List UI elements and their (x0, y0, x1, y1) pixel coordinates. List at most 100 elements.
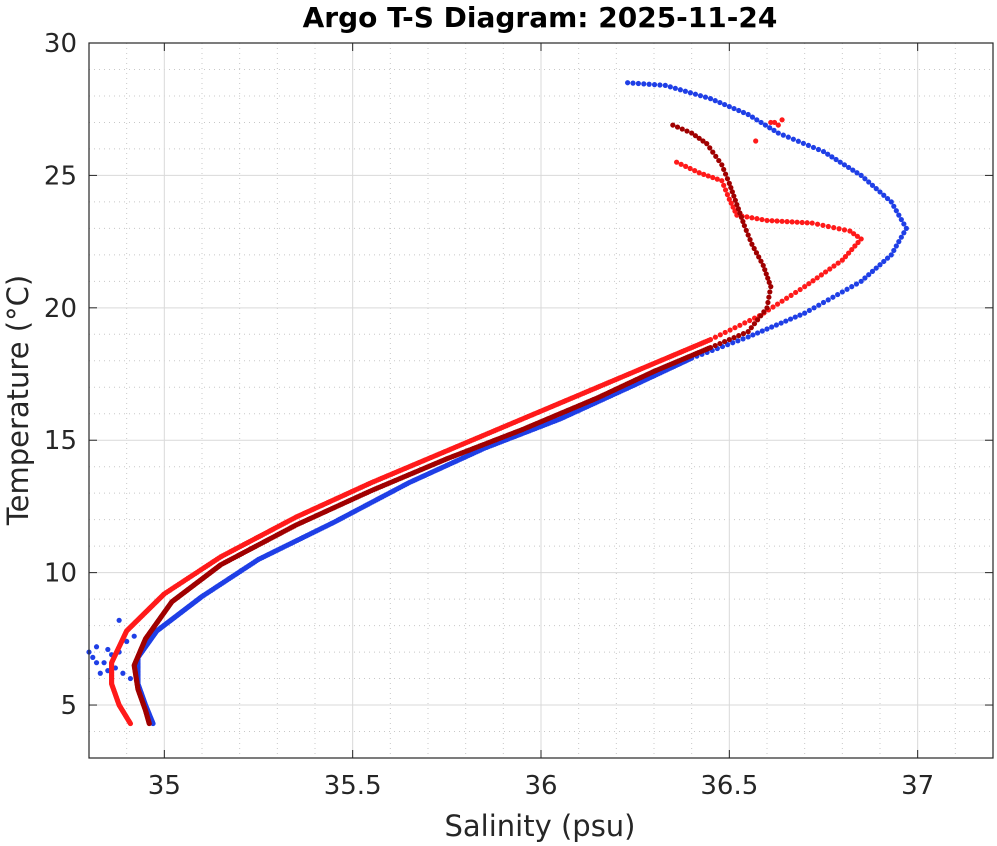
data-point (105, 646, 111, 653)
data-point (873, 186, 879, 192)
data-point (869, 268, 876, 274)
data-point (674, 159, 680, 165)
x-axis-ticks: 35 35.5 36 36.5 37 (148, 43, 934, 801)
data-point (881, 258, 887, 265)
data-point (120, 670, 126, 676)
data-point (722, 338, 728, 345)
data-point (825, 223, 831, 230)
data-point (841, 227, 848, 233)
data-point (641, 81, 647, 87)
data-point (773, 322, 780, 328)
data-point (745, 334, 751, 340)
data-point (731, 193, 737, 199)
data-point (768, 119, 774, 126)
data-point (881, 192, 887, 198)
y-tick-label: 25 (44, 161, 77, 191)
data-point (827, 266, 833, 272)
data-point (737, 210, 743, 216)
data-point (758, 258, 764, 264)
data-point (743, 227, 749, 233)
data-point (800, 140, 807, 146)
y-tick-label: 30 (44, 29, 77, 59)
data-point (741, 223, 748, 229)
data-point (667, 84, 673, 90)
data-point (670, 122, 676, 128)
data-point (822, 269, 829, 275)
data-point (732, 197, 738, 203)
data-point (778, 320, 784, 326)
data-point (877, 189, 883, 195)
data-point (749, 215, 755, 221)
data-point (765, 275, 771, 281)
data-point (745, 329, 751, 335)
data-point (901, 230, 907, 236)
data-point (869, 182, 876, 188)
data-point (839, 289, 845, 295)
data-point (779, 298, 785, 304)
data-point (730, 204, 736, 210)
data-point (712, 342, 718, 349)
data-point (780, 132, 786, 138)
data-point (788, 292, 794, 298)
data-point (734, 201, 740, 208)
data-point (797, 312, 803, 318)
data-point (724, 176, 731, 182)
data-point (722, 171, 729, 177)
data-point (714, 176, 720, 182)
data-point (721, 182, 727, 188)
data-point (768, 284, 774, 290)
data-point (891, 247, 897, 254)
data-point (93, 660, 100, 666)
data-point (841, 162, 848, 168)
data-point (719, 162, 725, 168)
x-axis-label: Salinity (psu) (444, 809, 635, 843)
data-point (805, 142, 812, 148)
data-point (662, 82, 668, 88)
data-point (858, 278, 864, 284)
data-point (651, 82, 658, 88)
data-point (802, 310, 808, 316)
y-axis-ticks: 5 10 15 20 25 30 (44, 29, 993, 721)
data-point (846, 250, 852, 256)
data-point (717, 99, 723, 106)
data-point (767, 125, 773, 131)
data-point (814, 275, 820, 281)
y-axis-label: Temperature (°C) (1, 275, 35, 526)
data-point (793, 289, 799, 296)
data-point (783, 295, 790, 301)
data-point (764, 326, 770, 332)
data-point (749, 114, 756, 120)
data-point (767, 289, 773, 295)
data-point (873, 265, 879, 271)
data-point (884, 255, 891, 261)
data-point (842, 254, 849, 260)
data-point (127, 720, 134, 727)
data-point (740, 331, 747, 337)
data-point (756, 254, 762, 260)
y-tick-label: 15 (44, 426, 77, 456)
data-point (735, 338, 741, 344)
data-point (762, 267, 768, 273)
data-point (825, 297, 831, 303)
data-point (635, 80, 642, 87)
data-point (836, 226, 842, 232)
data-point (891, 203, 897, 209)
data-point (855, 239, 861, 246)
data-point (851, 231, 857, 237)
data-point (862, 275, 868, 281)
x-tick-label: 35.5 (324, 771, 382, 801)
data-point (789, 219, 795, 225)
data-point (766, 279, 772, 285)
data-point (740, 109, 747, 116)
data-point (844, 286, 850, 292)
data-point (811, 305, 817, 311)
data-point (684, 128, 690, 134)
y-tick-label: 20 (44, 294, 77, 324)
data-point (745, 111, 751, 118)
data-point (815, 146, 822, 153)
data-point (787, 316, 794, 322)
minor-grid (88, 43, 994, 759)
data-point (858, 236, 864, 242)
major-grid (89, 42, 993, 758)
data-point (896, 239, 902, 245)
